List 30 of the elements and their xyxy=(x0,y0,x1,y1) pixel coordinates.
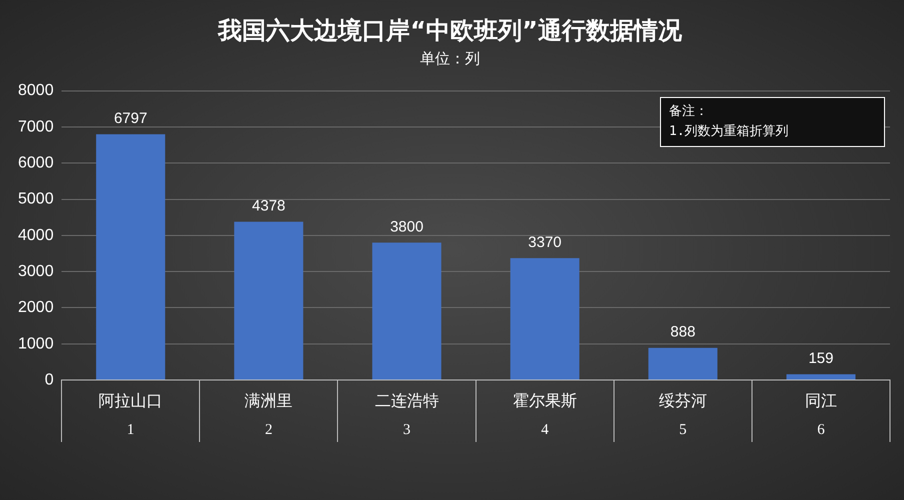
data-label: 6797 xyxy=(114,110,148,127)
data-label: 159 xyxy=(808,350,834,367)
y-tick-label: 5000 xyxy=(18,190,54,208)
y-tick-label: 8000 xyxy=(18,82,54,100)
text: 6 xyxy=(817,422,826,438)
y-tick-label: 7000 xyxy=(18,118,54,136)
text: 1 xyxy=(126,422,134,438)
y-tick-label: 6000 xyxy=(18,154,54,172)
y-tick-label: 4000 xyxy=(18,226,54,244)
data-label: 3800 xyxy=(390,218,424,236)
data-label: 4378 xyxy=(252,197,286,214)
x-tick-label: 同江 xyxy=(804,391,837,410)
x-tick-label: 绥芬河 xyxy=(658,391,707,410)
y-tick-label: 2000 xyxy=(18,299,54,316)
x-tick-label: 阿拉山口 xyxy=(98,391,163,410)
text: 2 xyxy=(264,422,272,438)
y-tick-label: 3000 xyxy=(18,262,54,280)
y-tick-label: 0 xyxy=(44,371,54,388)
note-box: 备注： 1.列数为重箱折算列 xyxy=(660,97,885,147)
data-label: 3370 xyxy=(528,234,562,251)
text: 3 xyxy=(403,422,411,438)
text: 4 xyxy=(541,422,550,438)
chart-subtitle: 单位：列 xyxy=(420,50,480,68)
text: 5 xyxy=(679,422,687,438)
x-tick-label: 霍尔果斯 xyxy=(512,391,577,410)
chart-title: 我国六大边境口岸“中欧班列”通行数据情况 xyxy=(217,16,683,45)
data-label: 888 xyxy=(670,324,696,341)
x-tick-label: 二连浩特 xyxy=(374,391,439,410)
x-tick-label: 满洲里 xyxy=(244,391,293,410)
y-tick-label: 1000 xyxy=(18,335,54,352)
